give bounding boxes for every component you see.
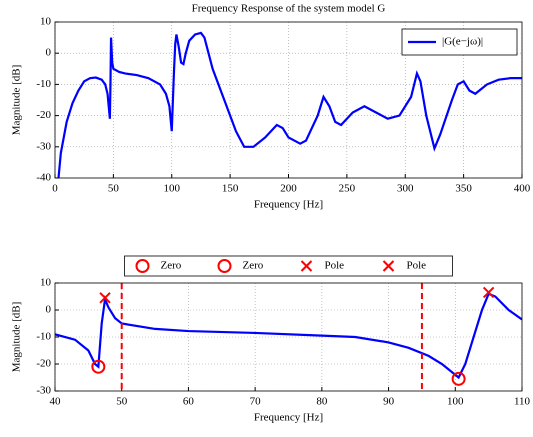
- y-tick-label: -30: [36, 385, 51, 397]
- x-tick-label: 200: [280, 183, 297, 195]
- x-tick-label: 150: [222, 183, 239, 195]
- y-tick-label: -10: [36, 331, 51, 343]
- legend-box: [124, 255, 453, 277]
- marker-circle: [217, 259, 232, 273]
- zero-marker: [451, 371, 466, 386]
- legend-label: Zero: [161, 260, 182, 272]
- marker-circle: [91, 359, 106, 374]
- x-tick-label: 100: [164, 183, 181, 195]
- x-axis-label: Frequency [Hz]: [254, 199, 323, 211]
- response-line: [57, 31, 522, 178]
- x-tick-label: 0: [52, 183, 58, 195]
- pole-marker: [300, 260, 313, 272]
- y-tick-label: -40: [36, 172, 51, 184]
- response-line: [55, 292, 522, 380]
- x-tick-label: 80: [316, 396, 328, 408]
- zero-marker: [91, 359, 106, 374]
- y-tick-label: -20: [36, 109, 51, 121]
- legend-label: Pole: [407, 260, 427, 272]
- marker-stroke: [99, 292, 111, 304]
- y-tick-label: 10: [40, 277, 52, 289]
- axes-background: [55, 283, 522, 391]
- legend-label: Zero: [243, 260, 264, 272]
- x-tick-label: 250: [339, 183, 356, 195]
- y-tick-label: -20: [36, 358, 51, 370]
- x-axis-label: Frequency [Hz]: [254, 412, 323, 424]
- marker-stroke: [300, 260, 313, 272]
- y-tick-label: 0: [46, 304, 52, 316]
- axes-box: [54, 282, 523, 392]
- y-tick-label: 10: [40, 16, 52, 28]
- x-tick-label: 400: [514, 183, 531, 195]
- x-tick-label: 70: [250, 396, 262, 408]
- x-tick-label: 350: [455, 183, 472, 195]
- y-axis-label: Magnitude [dB]: [11, 65, 23, 136]
- marker-stroke: [482, 286, 495, 299]
- x-tick-label: 50: [108, 183, 120, 195]
- legend-label: |G(e−jω)|: [442, 36, 483, 48]
- y-axis-label: Magnitude [dB]: [11, 302, 23, 373]
- pole-marker: [382, 260, 395, 272]
- axes-box: [54, 21, 523, 179]
- pole-marker: [482, 286, 495, 299]
- x-tick-label: 50: [116, 396, 128, 408]
- x-tick-label: 90: [383, 396, 395, 408]
- marker-circle: [451, 371, 466, 386]
- x-tick-label: 40: [50, 396, 62, 408]
- legend-label: Pole: [325, 260, 345, 272]
- y-tick-label: 0: [46, 47, 52, 59]
- y-tick-label: -10: [36, 78, 51, 90]
- marker-stroke: [382, 260, 395, 272]
- y-tick-label: -30: [36, 140, 51, 152]
- x-tick-label: 100: [447, 396, 464, 408]
- x-tick-label: 110: [514, 396, 531, 408]
- zero-marker: [135, 259, 150, 273]
- x-tick-label: 300: [397, 183, 414, 195]
- marker-circle: [135, 259, 150, 273]
- pole-marker: [99, 292, 111, 304]
- chart-title: Frequency Response of the system model G: [192, 3, 386, 15]
- zero-marker: [217, 259, 232, 273]
- x-tick-label: 60: [183, 396, 195, 408]
